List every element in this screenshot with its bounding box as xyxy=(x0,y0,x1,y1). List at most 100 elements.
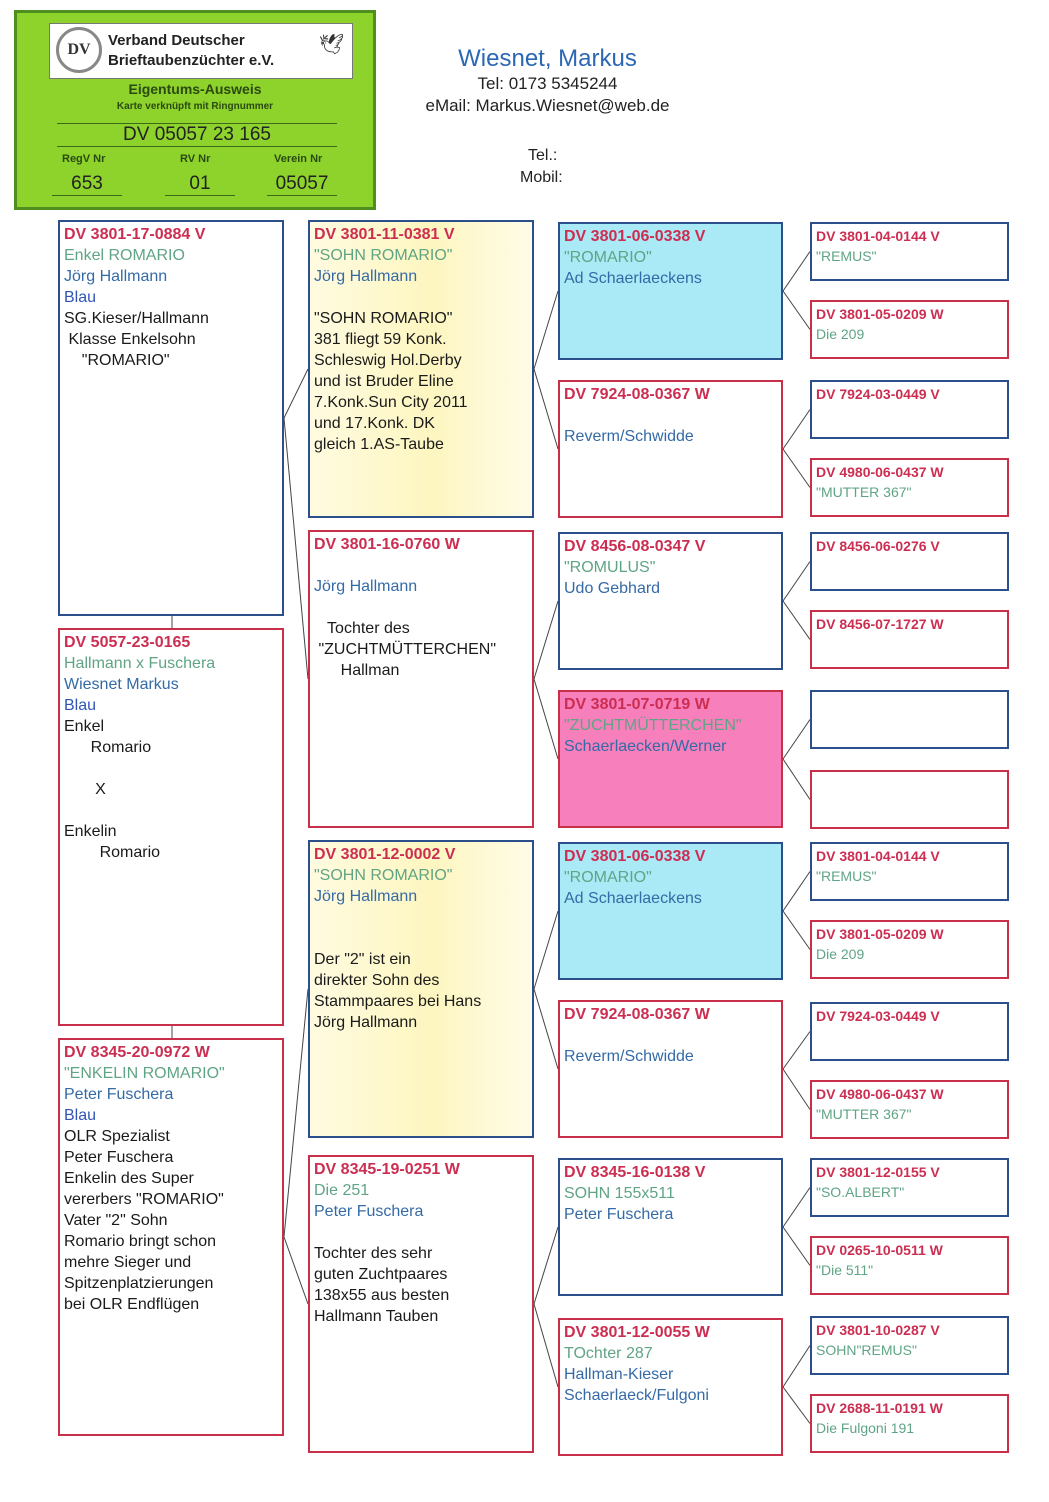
breeder: Peter Fuschera xyxy=(64,1086,174,1103)
note-line: Schleswig Hol.Derby xyxy=(314,352,462,369)
pigeon-name: "ENKELIN ROMARIO" xyxy=(64,1065,225,1082)
ring-number: DV 3801-16-0760 W xyxy=(314,536,460,553)
ring-number: DV 8456-07-1727 W xyxy=(816,616,944,632)
note-line: direkter Sohn des xyxy=(314,972,440,989)
pigeon-name: "REMUS" xyxy=(816,248,877,264)
great-great-grandparent-box: DV 8456-07-1727 W xyxy=(810,610,1009,669)
connector-line xyxy=(782,1068,811,1110)
ring-number: DV 8345-20-0972 W xyxy=(64,1044,210,1061)
pigeon-name: "SO.ALBERT" xyxy=(816,1184,905,1200)
pigeon-name: "ZUCHTMÜTTERCHEN" xyxy=(564,717,742,734)
connector-line xyxy=(533,988,559,1070)
card-header: DV Verband Deutscher Brieftaubenzüchter … xyxy=(49,23,353,79)
great-great-grandparent-box: DV 7924-03-0449 V xyxy=(810,1002,1009,1061)
note-line: mehre Sieger und xyxy=(64,1254,192,1271)
breeder: Udo Gebhard xyxy=(564,580,661,597)
owner-email: eMail: Markus.Wiesnet@web.de xyxy=(425,96,670,115)
note-line: Der "2" ist ein xyxy=(314,951,411,968)
connector-line xyxy=(533,290,559,370)
great-great-grandparent-box: DV 4980-06-0437 W "MUTTER 367" xyxy=(810,458,1009,517)
pigeon-name xyxy=(816,1026,1003,1046)
great-great-grandparent-box: DV 3801-10-0287 V SOHN"REMUS" xyxy=(810,1316,1009,1375)
ring-number: DV 8345-16-0138 V xyxy=(564,1164,706,1181)
card-title: Eigentums-Ausweis xyxy=(128,81,262,97)
connector-line xyxy=(283,1236,309,1305)
grandparent-box: DV 8345-19-0251 W Die 251 Peter Fuschera To… xyxy=(308,1155,534,1453)
ownership-card: DV Verband Deutscher Brieftaubenzüchter … xyxy=(14,10,376,210)
pigeon-name xyxy=(816,634,1003,654)
connector-line xyxy=(283,368,309,419)
breeder: Ad Schaerlaeckens xyxy=(564,270,702,287)
ring-number xyxy=(816,774,1003,794)
note-line: und 17.Konk. DK xyxy=(314,415,435,432)
note-line xyxy=(314,907,528,928)
ring-number: DV 8345-19-0251 W xyxy=(314,1161,460,1178)
note-line: Jörg Hallmann xyxy=(314,1014,418,1031)
breeder: Peter Fuschera xyxy=(314,1203,424,1220)
ring-number: DV 3801-06-0338 V xyxy=(564,848,706,865)
ring-number: DV 7924-03-0449 V xyxy=(816,386,940,402)
connector-line xyxy=(782,719,811,760)
ring-number: DV 3801-10-0287 V xyxy=(816,1322,940,1338)
great-great-grandparent-box xyxy=(810,690,1009,749)
great-grandparent-box: DV 7924-08-0367 W Reverm/Schwidde xyxy=(558,1000,783,1138)
connector-line xyxy=(782,1187,811,1228)
note-line xyxy=(314,287,528,308)
grandparent-box: DV 3801-16-0760 W Jörg Hallmann Tochter d… xyxy=(308,530,534,828)
connector-line xyxy=(782,251,811,292)
ring-number: DV 3801-12-0002 V xyxy=(314,846,456,863)
note-line: OLR Spezialist xyxy=(64,1128,170,1145)
note-line xyxy=(314,597,528,618)
connector-line xyxy=(782,1386,811,1424)
great-great-grandparent-box: DV 3801-05-0209 W Die 209 xyxy=(810,300,1009,359)
pigeon-name: SOHN"REMUS" xyxy=(816,1342,917,1358)
pigeon-name xyxy=(816,794,1003,814)
father-box: DV 3801-17-0884 V Enkel ROMARIO Jörg Hallm… xyxy=(58,220,284,616)
breeder: Ad Schaerlaeckens xyxy=(564,890,702,907)
pigeon-name xyxy=(314,555,528,576)
pigeon-name: "REMUS" xyxy=(816,868,877,884)
ring-number: DV 4980-06-0437 W xyxy=(816,464,944,480)
breeder: Schaerlaecken/Werner xyxy=(564,738,727,755)
note-line: 7.Konk.Sun City 2011 xyxy=(314,394,468,411)
connector-line xyxy=(533,1303,559,1388)
note-line: Klasse Enkelsohn xyxy=(64,331,196,348)
breeder: Jörg Hallmann xyxy=(314,578,418,595)
great-grandparent-box: DV 8456-08-0347 V "ROMULUS" Udo Gebhard xyxy=(558,532,783,670)
note-line: "ZUCHTMÜTTERCHEN" xyxy=(314,641,497,658)
pigeon-name: "SOHN ROMARIO" xyxy=(314,867,453,884)
card-subtitle: Karte verknüpft mit Ringnummer xyxy=(116,101,274,112)
verein-value: 05057 xyxy=(267,173,337,196)
mother-box: DV 8345-20-0972 W "ENKELIN ROMARIO" Peter … xyxy=(58,1038,284,1436)
great-great-grandparent-box xyxy=(810,770,1009,829)
owner-tel: Tel: 0173 5345244 xyxy=(477,74,618,93)
org-line2: Brieftaubenzüchter e.V. xyxy=(108,52,275,69)
ring-number: DV 3801-07-0719 W xyxy=(564,696,710,713)
breeder: Hallman-Kieser xyxy=(564,1366,674,1383)
pigeon-name xyxy=(564,405,777,426)
connector-line xyxy=(782,871,811,912)
pigeon-icon: 🕊 xyxy=(318,34,344,56)
connector-line xyxy=(782,910,811,950)
connector-line xyxy=(782,600,811,640)
note-line: Enkelin des Super xyxy=(64,1170,194,1187)
subject-box: DV 5057-23-0165 Hallmann x Fuschera Wiesne… xyxy=(58,628,284,1026)
pigeon-name: Die Fulgoni 191 xyxy=(816,1420,915,1436)
ring-number: DV 7924-08-0367 W xyxy=(564,1006,710,1023)
pigeon-name: "SOHN ROMARIO" xyxy=(314,247,453,264)
ring-number: DV 5057-23-0165 xyxy=(64,634,191,651)
great-great-grandparent-box: DV 2688-11-0191 W Die Fulgoni 191 xyxy=(810,1394,1009,1453)
ring-number: DV 2688-11-0191 W xyxy=(816,1400,943,1416)
pigeon-name: "ROMULUS" xyxy=(564,559,656,576)
rv-value: 01 xyxy=(165,173,235,196)
note-line: 138x55 aus besten xyxy=(314,1287,450,1304)
connector-line xyxy=(782,758,811,800)
regv-label: RegV Nr xyxy=(62,153,106,165)
contact-fields: Tel.: Mobil: xyxy=(520,145,563,189)
great-great-grandparent-box: DV 3801-04-0144 V "REMUS" xyxy=(810,842,1009,901)
owner-name: Wiesnet, Markus xyxy=(458,45,637,72)
pigeon-name: Hallmann x Fuschera xyxy=(64,655,216,672)
connector-line xyxy=(782,448,811,488)
great-great-grandparent-box: DV 7924-03-0449 V xyxy=(810,380,1009,439)
note-line: guten Zuchtpaares xyxy=(314,1266,448,1283)
